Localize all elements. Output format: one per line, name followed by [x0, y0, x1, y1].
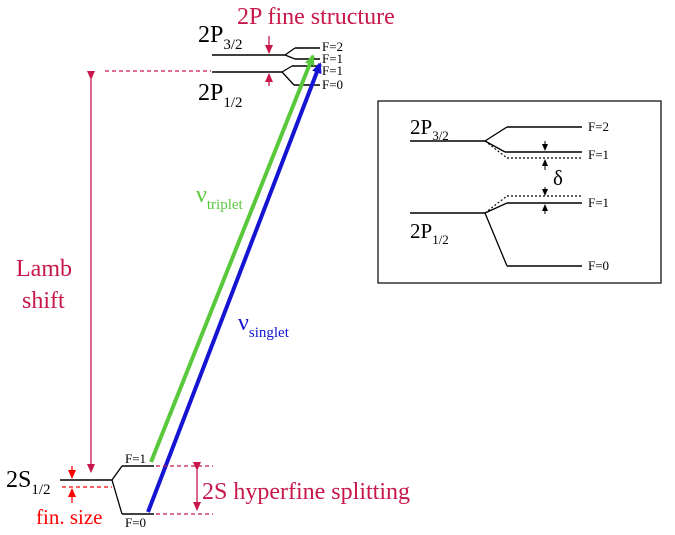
title-2p-fine-structure: 2P fine structure: [237, 4, 395, 30]
nu-triplet-label: νtriplet: [196, 182, 244, 213]
inset-label-2p12: 2P1/2: [410, 219, 449, 247]
level-2s12: [60, 465, 154, 515]
hyperfine-label: 2S hyperfine splitting: [202, 479, 410, 505]
inset-box: [377, 100, 662, 284]
label-2p12: 2P1/2: [198, 80, 243, 111]
fin-size-label: fin. size: [36, 505, 102, 529]
inset-f-label-f0: F=0: [588, 258, 609, 273]
label-2p32: 2P3/2: [198, 22, 243, 53]
inset-delta-label: δ: [553, 166, 563, 190]
transition-singlet: [146, 62, 322, 513]
f-label-p32-f2: F=2: [322, 39, 343, 54]
lamb-shift-label: Lamb shift: [16, 256, 78, 314]
f-label-s12-f0: F=0: [125, 515, 146, 530]
inset-f-label-f1-upper: F=1: [588, 147, 609, 162]
f-label-p12-f1: F=1: [322, 63, 343, 78]
f-label-p32-f1: F=1: [322, 51, 343, 66]
nu-singlet-label: νsinglet: [238, 310, 290, 341]
inset-label-2p32: 2P3/2: [410, 115, 449, 143]
inset-f-label-f1-lower: F=1: [588, 195, 609, 210]
f-label-p12-f0: F=0: [322, 77, 343, 92]
f-label-s12-f1: F=1: [125, 451, 146, 466]
transition-triplet: [149, 54, 315, 463]
inset-f-label-f2: F=2: [588, 119, 609, 134]
label-2s12: 2S1/2: [6, 467, 51, 498]
